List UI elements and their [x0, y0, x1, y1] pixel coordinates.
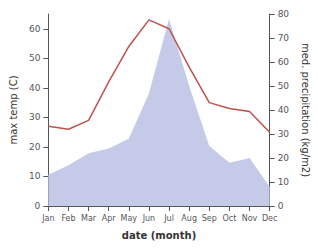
svg-text:Oct: Oct [222, 214, 236, 223]
svg-text:0: 0 [278, 201, 284, 211]
svg-text:40: 40 [278, 105, 290, 115]
svg-text:10: 10 [278, 177, 290, 187]
svg-text:30: 30 [278, 129, 290, 139]
svg-text:Feb: Feb [61, 214, 75, 223]
svg-text:20: 20 [278, 153, 290, 163]
svg-text:20: 20 [29, 142, 41, 152]
svg-text:80: 80 [278, 9, 290, 19]
svg-text:70: 70 [278, 33, 290, 43]
svg-text:date (month): date (month) [122, 230, 196, 241]
svg-text:30: 30 [29, 112, 41, 122]
svg-text:40: 40 [29, 83, 41, 93]
svg-text:Sep: Sep [202, 214, 217, 223]
svg-text:60: 60 [278, 57, 290, 67]
svg-text:Jul: Jul [163, 214, 174, 223]
svg-text:med. precipitation (kg/m2): med. precipitation (kg/m2) [300, 43, 311, 177]
svg-text:10: 10 [29, 171, 41, 181]
svg-text:0: 0 [35, 201, 41, 211]
svg-text:60: 60 [29, 24, 41, 34]
svg-text:50: 50 [29, 53, 41, 63]
svg-text:Dec: Dec [262, 214, 277, 223]
svg-text:Aug: Aug [181, 214, 197, 223]
svg-text:Jun: Jun [142, 214, 156, 223]
svg-text:max temp (C): max temp (C) [8, 75, 19, 144]
svg-text:Apr: Apr [102, 214, 117, 223]
svg-text:50: 50 [278, 81, 290, 91]
svg-text:Nov: Nov [242, 214, 258, 223]
svg-text:Mar: Mar [81, 214, 97, 223]
svg-text:May: May [121, 214, 138, 223]
svg-text:Jan: Jan [41, 214, 54, 223]
